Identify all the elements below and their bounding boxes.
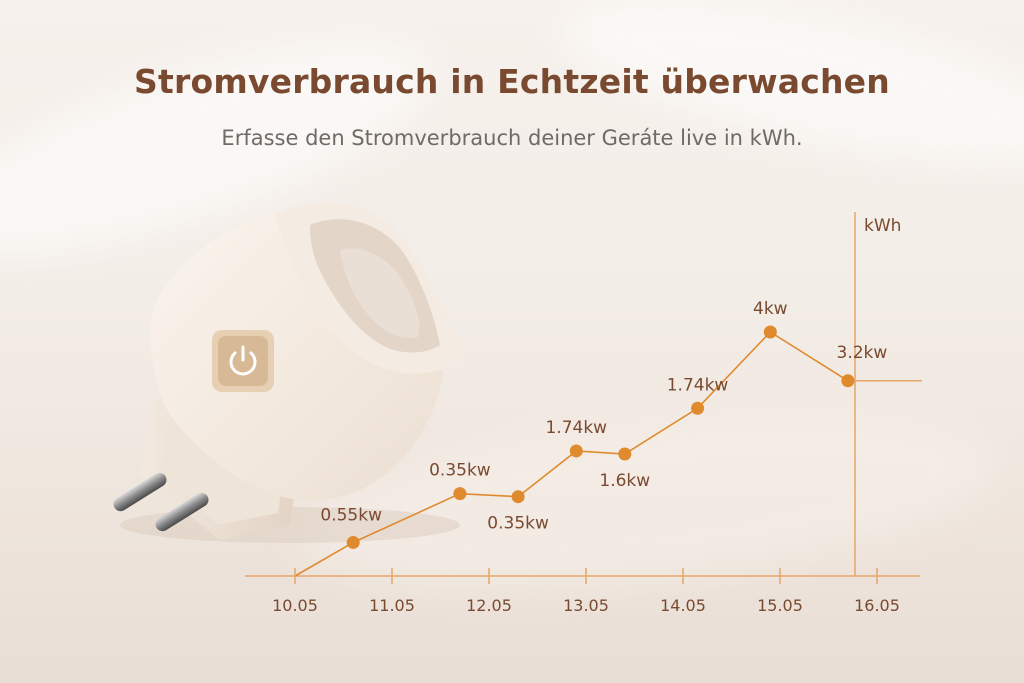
data-point — [569, 444, 583, 458]
x-tick-label: 15.05 — [757, 596, 803, 615]
data-point — [511, 490, 525, 504]
x-tick-label: 12.05 — [466, 596, 512, 615]
power-icon — [229, 345, 257, 376]
x-tick-label: 11.05 — [369, 596, 415, 615]
x-tick-label: 14.05 — [660, 596, 706, 615]
smart-plug-icon — [113, 202, 465, 543]
x-tick-label: 10.05 — [272, 596, 318, 615]
x-tick-label: 16.05 — [854, 596, 900, 615]
x-tick-label: 13.05 — [563, 596, 609, 615]
data-label: 4kw — [753, 299, 788, 319]
data-label: 3.2kw — [837, 343, 888, 363]
data-point — [346, 535, 360, 549]
data-label: 0.35kw — [429, 461, 491, 481]
data-label: 1.74kw — [667, 375, 729, 395]
data-label: 0.35kw — [487, 514, 549, 534]
data-label: 0.55kw — [320, 505, 382, 525]
page-title: Stromverbrauch in Echtzeit überwachen — [134, 62, 890, 101]
data-label: 1.6kw — [599, 471, 650, 491]
page-subtitle: Erfasse den Stromverbrauch deiner Geráte… — [221, 126, 803, 150]
data-point — [841, 374, 855, 388]
y-axis-label: kWh — [864, 216, 901, 236]
data-point — [453, 487, 467, 501]
data-label: 1.74kw — [545, 418, 607, 438]
data-point — [763, 325, 777, 339]
data-point — [618, 447, 632, 461]
data-point — [691, 401, 705, 415]
